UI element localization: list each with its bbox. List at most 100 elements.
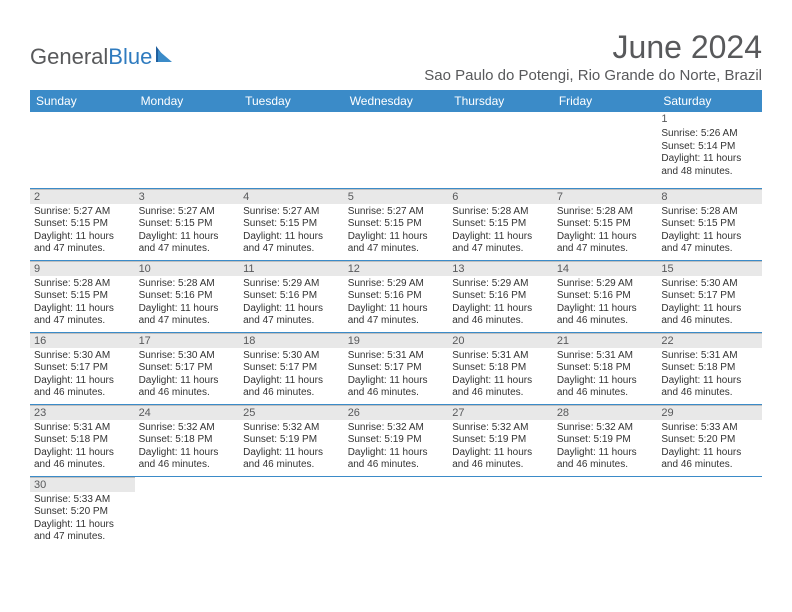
- day-cell: 5Sunrise: 5:27 AMSunset: 5:15 PMDaylight…: [344, 188, 449, 260]
- sunset-line: Sunset: 5:15 PM: [348, 218, 445, 231]
- day-details: Sunrise: 5:27 AMSunset: 5:15 PMDaylight:…: [135, 204, 240, 260]
- weekday-header: Sunday: [30, 90, 135, 112]
- location-label: Sao Paulo do Potengi, Rio Grande do Nort…: [424, 67, 762, 84]
- sunrise-line: Sunrise: 5:28 AM: [139, 278, 236, 291]
- day-number: 18: [239, 333, 344, 348]
- day-cell: 1Sunrise: 5:26 AMSunset: 5:14 PMDaylight…: [657, 112, 762, 188]
- sunrise-line: Sunrise: 5:29 AM: [348, 278, 445, 291]
- day-number: 6: [448, 189, 553, 204]
- weekday-header: Tuesday: [239, 90, 344, 112]
- sunset-line: Sunset: 5:16 PM: [348, 290, 445, 303]
- sunset-line: Sunset: 5:15 PM: [452, 218, 549, 231]
- sunrise-line: Sunrise: 5:29 AM: [557, 278, 654, 291]
- sunrise-line: Sunrise: 5:32 AM: [348, 422, 445, 435]
- daylight-line: Daylight: 11 hours and 46 minutes.: [34, 447, 131, 472]
- day-details: Sunrise: 5:32 AMSunset: 5:19 PMDaylight:…: [239, 420, 344, 476]
- daylight-line: Daylight: 11 hours and 46 minutes.: [139, 375, 236, 400]
- day-number: 10: [135, 261, 240, 276]
- sunset-line: Sunset: 5:20 PM: [34, 506, 131, 519]
- day-cell: [135, 476, 240, 548]
- day-cell: 4Sunrise: 5:27 AMSunset: 5:15 PMDaylight…: [239, 188, 344, 260]
- day-cell: [30, 112, 135, 188]
- daylight-line: Daylight: 11 hours and 48 minutes.: [661, 153, 758, 178]
- day-details: Sunrise: 5:30 AMSunset: 5:17 PMDaylight:…: [135, 348, 240, 404]
- day-number: 15: [657, 261, 762, 276]
- day-number: 21: [553, 333, 658, 348]
- day-number: 14: [553, 261, 658, 276]
- day-number: 22: [657, 333, 762, 348]
- day-number: 25: [239, 405, 344, 420]
- sunrise-line: Sunrise: 5:31 AM: [348, 350, 445, 363]
- sunset-line: Sunset: 5:17 PM: [243, 362, 340, 375]
- day-details: Sunrise: 5:27 AMSunset: 5:15 PMDaylight:…: [239, 204, 344, 260]
- weekday-header: Monday: [135, 90, 240, 112]
- daylight-line: Daylight: 11 hours and 46 minutes.: [557, 447, 654, 472]
- sunset-line: Sunset: 5:15 PM: [243, 218, 340, 231]
- day-details: Sunrise: 5:30 AMSunset: 5:17 PMDaylight:…: [239, 348, 344, 404]
- calendar-body: 1Sunrise: 5:26 AMSunset: 5:14 PMDaylight…: [30, 112, 762, 548]
- sunrise-line: Sunrise: 5:30 AM: [34, 350, 131, 363]
- week-row: 30Sunrise: 5:33 AMSunset: 5:20 PMDayligh…: [30, 476, 762, 548]
- sunset-line: Sunset: 5:15 PM: [661, 218, 758, 231]
- day-cell: 28Sunrise: 5:32 AMSunset: 5:19 PMDayligh…: [553, 404, 658, 476]
- sunset-line: Sunset: 5:15 PM: [557, 218, 654, 231]
- day-details: Sunrise: 5:31 AMSunset: 5:17 PMDaylight:…: [344, 348, 449, 404]
- sunset-line: Sunset: 5:15 PM: [34, 218, 131, 231]
- day-cell: 16Sunrise: 5:30 AMSunset: 5:17 PMDayligh…: [30, 332, 135, 404]
- day-cell: 8Sunrise: 5:28 AMSunset: 5:15 PMDaylight…: [657, 188, 762, 260]
- day-number: 23: [30, 405, 135, 420]
- daylight-line: Daylight: 11 hours and 46 minutes.: [139, 447, 236, 472]
- title-block: June 2024 Sao Paulo do Potengi, Rio Gran…: [424, 30, 762, 84]
- day-details: Sunrise: 5:27 AMSunset: 5:15 PMDaylight:…: [344, 204, 449, 260]
- daylight-line: Daylight: 11 hours and 47 minutes.: [139, 231, 236, 256]
- daylight-line: Daylight: 11 hours and 46 minutes.: [243, 375, 340, 400]
- day-number: 8: [657, 189, 762, 204]
- day-details: Sunrise: 5:28 AMSunset: 5:15 PMDaylight:…: [553, 204, 658, 260]
- day-cell: [344, 476, 449, 548]
- day-number: 7: [553, 189, 658, 204]
- day-details: Sunrise: 5:28 AMSunset: 5:15 PMDaylight:…: [657, 204, 762, 260]
- day-cell: 27Sunrise: 5:32 AMSunset: 5:19 PMDayligh…: [448, 404, 553, 476]
- sunrise-line: Sunrise: 5:29 AM: [243, 278, 340, 291]
- daylight-line: Daylight: 11 hours and 47 minutes.: [243, 303, 340, 328]
- day-cell: [657, 476, 762, 548]
- daylight-line: Daylight: 11 hours and 47 minutes.: [661, 231, 758, 256]
- daylight-line: Daylight: 11 hours and 47 minutes.: [34, 519, 131, 544]
- day-number: 3: [135, 189, 240, 204]
- day-details: Sunrise: 5:29 AMSunset: 5:16 PMDaylight:…: [448, 276, 553, 332]
- day-cell: 3Sunrise: 5:27 AMSunset: 5:15 PMDaylight…: [135, 188, 240, 260]
- daylight-line: Daylight: 11 hours and 47 minutes.: [348, 231, 445, 256]
- day-number: 2: [30, 189, 135, 204]
- daylight-line: Daylight: 11 hours and 46 minutes.: [557, 303, 654, 328]
- day-cell: [448, 476, 553, 548]
- week-row: 2Sunrise: 5:27 AMSunset: 5:15 PMDaylight…: [30, 188, 762, 260]
- sunrise-line: Sunrise: 5:32 AM: [243, 422, 340, 435]
- sunset-line: Sunset: 5:19 PM: [243, 434, 340, 447]
- day-number: 29: [657, 405, 762, 420]
- day-cell: 25Sunrise: 5:32 AMSunset: 5:19 PMDayligh…: [239, 404, 344, 476]
- sunrise-line: Sunrise: 5:30 AM: [139, 350, 236, 363]
- sunrise-line: Sunrise: 5:28 AM: [661, 206, 758, 219]
- day-cell: [239, 476, 344, 548]
- calendar-page: GeneralBlue June 2024 Sao Paulo do Poten…: [0, 0, 792, 548]
- day-details: Sunrise: 5:29 AMSunset: 5:16 PMDaylight:…: [344, 276, 449, 332]
- sunrise-line: Sunrise: 5:31 AM: [557, 350, 654, 363]
- day-details: Sunrise: 5:31 AMSunset: 5:18 PMDaylight:…: [657, 348, 762, 404]
- sunrise-line: Sunrise: 5:33 AM: [34, 494, 131, 507]
- day-cell: 12Sunrise: 5:29 AMSunset: 5:16 PMDayligh…: [344, 260, 449, 332]
- day-cell: 7Sunrise: 5:28 AMSunset: 5:15 PMDaylight…: [553, 188, 658, 260]
- day-number: 4: [239, 189, 344, 204]
- sunset-line: Sunset: 5:18 PM: [452, 362, 549, 375]
- sunset-line: Sunset: 5:19 PM: [557, 434, 654, 447]
- sunset-line: Sunset: 5:17 PM: [34, 362, 131, 375]
- day-cell: 15Sunrise: 5:30 AMSunset: 5:17 PMDayligh…: [657, 260, 762, 332]
- day-cell: 24Sunrise: 5:32 AMSunset: 5:18 PMDayligh…: [135, 404, 240, 476]
- sunset-line: Sunset: 5:15 PM: [139, 218, 236, 231]
- day-details: Sunrise: 5:33 AMSunset: 5:20 PMDaylight:…: [657, 420, 762, 476]
- day-number: 27: [448, 405, 553, 420]
- weekday-header: Thursday: [448, 90, 553, 112]
- sunset-line: Sunset: 5:14 PM: [661, 141, 758, 154]
- day-cell: 22Sunrise: 5:31 AMSunset: 5:18 PMDayligh…: [657, 332, 762, 404]
- day-cell: [553, 476, 658, 548]
- day-number: 26: [344, 405, 449, 420]
